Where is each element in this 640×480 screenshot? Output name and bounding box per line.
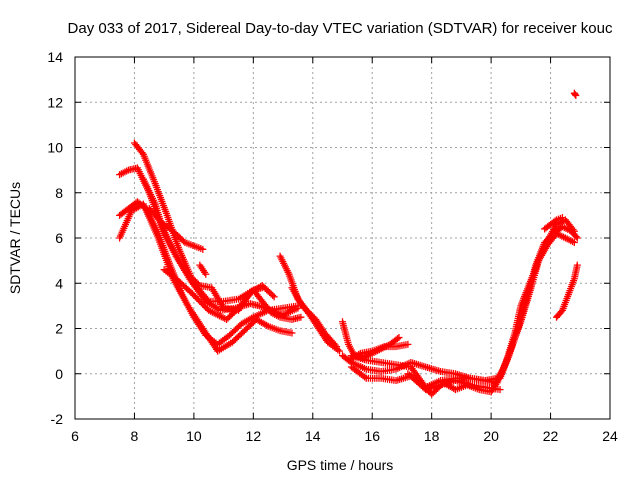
series-track-7 (160, 266, 266, 323)
y-tick-label: -2 (51, 411, 64, 427)
data-point (258, 284, 266, 292)
series-track-10 (288, 284, 344, 355)
data-point (393, 335, 401, 343)
data-point (288, 329, 296, 337)
x-tick-label: 6 (71, 428, 79, 444)
x-tick-label: 8 (131, 428, 139, 444)
x-tick-label: 20 (483, 428, 499, 444)
data-points (116, 89, 581, 398)
data-point (395, 334, 403, 342)
y-tick-label: 8 (55, 185, 63, 201)
data-point (270, 293, 278, 301)
chart-title: Day 033 of 2017, Sidereal Day-to-day VTE… (68, 20, 613, 37)
data-point (496, 386, 504, 394)
data-point (573, 234, 581, 242)
x-tick-label: 16 (364, 428, 380, 444)
data-point (202, 270, 210, 278)
x-tick-labels: 6 8 10 12 14 16 18 20 22 24 (71, 428, 618, 444)
series-track-5 (145, 205, 207, 253)
y-tick-label: 12 (47, 94, 63, 110)
y-axis-title: SDTVAR / TECUs (7, 182, 23, 294)
x-axis-title: GPS time / hours (287, 457, 394, 473)
series-track-9 (276, 252, 341, 351)
data-point (138, 149, 146, 157)
x-tick-label: 24 (602, 428, 618, 444)
data-point (361, 373, 369, 381)
x-tick-label: 10 (186, 428, 202, 444)
plot-frame (74, 56, 611, 420)
x-tick-label: 22 (543, 428, 559, 444)
x-tick-label: 12 (246, 428, 262, 444)
y-tick-label: 6 (55, 230, 63, 246)
data-point (573, 261, 581, 269)
y-tick-label: 10 (47, 140, 63, 156)
data-point (404, 340, 412, 348)
y-tick-label: 14 (47, 49, 63, 65)
data-point (297, 313, 305, 321)
series-track-19 (496, 223, 581, 382)
y-tick-label: 2 (55, 321, 63, 337)
series-track-22 (570, 89, 580, 99)
series-track-4 (116, 200, 296, 355)
y-tick-labels: -2 0 2 4 6 8 10 12 14 (47, 49, 63, 427)
data-point (269, 291, 277, 299)
y-tick-label: 4 (55, 275, 63, 291)
series-track-20 (541, 214, 566, 233)
y-tick-label: 0 (55, 366, 63, 382)
data-point (572, 91, 580, 99)
data-point (572, 233, 580, 241)
x-tick-label: 18 (424, 428, 440, 444)
data-point (199, 245, 207, 253)
data-point (336, 347, 344, 355)
data-point (558, 214, 566, 222)
series-track-8 (196, 261, 210, 278)
series-track-16 (404, 370, 495, 398)
data-point (571, 90, 579, 98)
data-point (570, 239, 578, 247)
x-tick-label: 14 (305, 428, 321, 444)
series-track-21 (553, 261, 581, 321)
series-track-15 (347, 352, 501, 391)
